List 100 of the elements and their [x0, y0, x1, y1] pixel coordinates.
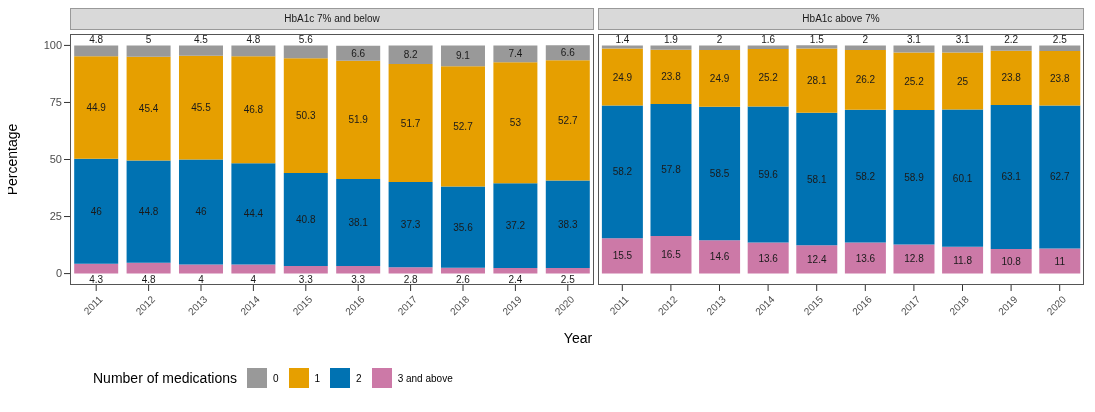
data-label: 58.2: [612, 166, 633, 178]
bar: [283, 58, 328, 173]
data-label: 2.5: [1052, 33, 1068, 45]
data-label: 24.9: [612, 71, 633, 83]
data-label: 12.8: [904, 253, 925, 265]
bar: [699, 106, 741, 241]
bar: [990, 50, 1032, 105]
data-label: 46.8: [243, 104, 264, 116]
data-label: 25.2: [758, 72, 779, 84]
data-label: 4.8: [246, 33, 261, 45]
data-label: 50.3: [296, 110, 316, 122]
data-label: 63.1: [1001, 171, 1022, 183]
bar: [178, 159, 223, 265]
bar: [231, 264, 276, 274]
data-label: 13.6: [758, 252, 779, 264]
data-label: 51.9: [348, 114, 369, 126]
data-label: 1.6: [761, 33, 776, 45]
bar: [893, 45, 935, 53]
bar: [796, 48, 838, 113]
data-label: 25.2: [904, 75, 925, 87]
data-label: 15.5: [612, 250, 633, 262]
data-label: 6.6: [351, 47, 366, 59]
data-label: 44.9: [86, 102, 107, 114]
data-label: 13.6: [855, 252, 876, 264]
bar: [493, 183, 538, 269]
bar: [942, 246, 984, 274]
bar: [336, 179, 381, 267]
bar: [493, 62, 538, 184]
y-axis-title: Percentage: [3, 123, 20, 196]
bar: [231, 56, 276, 164]
data-label: 3.3: [351, 274, 366, 286]
data-label: 1.9: [664, 33, 679, 45]
data-label: 4.8: [141, 274, 156, 286]
data-label: 51.7: [400, 117, 421, 129]
data-label: 12.4: [807, 253, 827, 265]
bar: [601, 45, 643, 49]
y-tick-label: 25: [49, 210, 62, 223]
bar: [747, 45, 789, 50]
legend-label: 3 and above: [397, 372, 453, 384]
bar: [388, 45, 433, 65]
legend-label: 1: [314, 372, 321, 384]
bar: [601, 48, 643, 106]
bar: [178, 55, 223, 160]
bar: [1039, 248, 1081, 274]
data-label: 52.7: [453, 120, 474, 132]
bar: [942, 109, 984, 247]
data-label: 59.6: [758, 169, 779, 181]
legend-title: Number of medications: [93, 370, 237, 386]
y-tick-label: 0: [55, 267, 62, 280]
bar: [942, 52, 984, 110]
data-label: 38.3: [558, 218, 578, 230]
data-label: 23.8: [1001, 72, 1022, 84]
data-label: 11.8: [953, 254, 973, 266]
bar: [650, 45, 692, 50]
data-label: 52.7: [558, 114, 578, 126]
bar: [747, 49, 789, 107]
data-label: 8.2: [403, 49, 418, 61]
bar: [74, 56, 119, 159]
data-label: 2.2: [1004, 34, 1019, 46]
data-label: 4: [250, 274, 257, 286]
y-tick-label: 50: [49, 153, 62, 166]
bar: [336, 266, 381, 274]
data-label: 4.8: [89, 33, 104, 45]
data-label: 3.1: [955, 33, 970, 45]
data-label: 2.8: [403, 274, 418, 286]
data-label: 2.4: [508, 274, 523, 286]
bar: [699, 45, 741, 50]
data-label: 62.7: [1050, 171, 1070, 183]
data-label: 25: [957, 75, 969, 87]
data-label: 4.5: [194, 33, 209, 45]
bar: [493, 45, 538, 63]
bar: [178, 264, 223, 274]
bar: [1039, 51, 1081, 106]
bar: [74, 45, 119, 57]
bar: [747, 242, 789, 274]
bar: [1039, 105, 1081, 249]
y-tick-label: 75: [49, 96, 62, 109]
data-label: 10.8: [1001, 255, 1022, 267]
bar: [283, 172, 328, 267]
bar: [844, 109, 886, 243]
chart-title: HbA1c 7% and below: [70, 8, 594, 30]
data-label: 45.4: [138, 103, 159, 115]
bar: [796, 112, 838, 246]
bar: [231, 163, 276, 265]
bar: [893, 109, 935, 245]
bar: [440, 186, 485, 268]
bar: [747, 106, 789, 243]
data-label: 11: [1054, 255, 1066, 267]
data-label: 4.3: [89, 274, 104, 286]
y-tick-label: 100: [43, 39, 62, 52]
legend-label: 0: [272, 372, 279, 384]
data-label: 37.3: [400, 219, 421, 231]
bar: [601, 105, 643, 239]
bar: [336, 60, 381, 180]
data-label: 4: [198, 274, 205, 286]
bar: [440, 45, 485, 67]
data-label: 2: [716, 33, 723, 45]
bar: [796, 245, 838, 274]
data-label: 23.8: [1050, 72, 1070, 84]
bar: [388, 182, 433, 268]
